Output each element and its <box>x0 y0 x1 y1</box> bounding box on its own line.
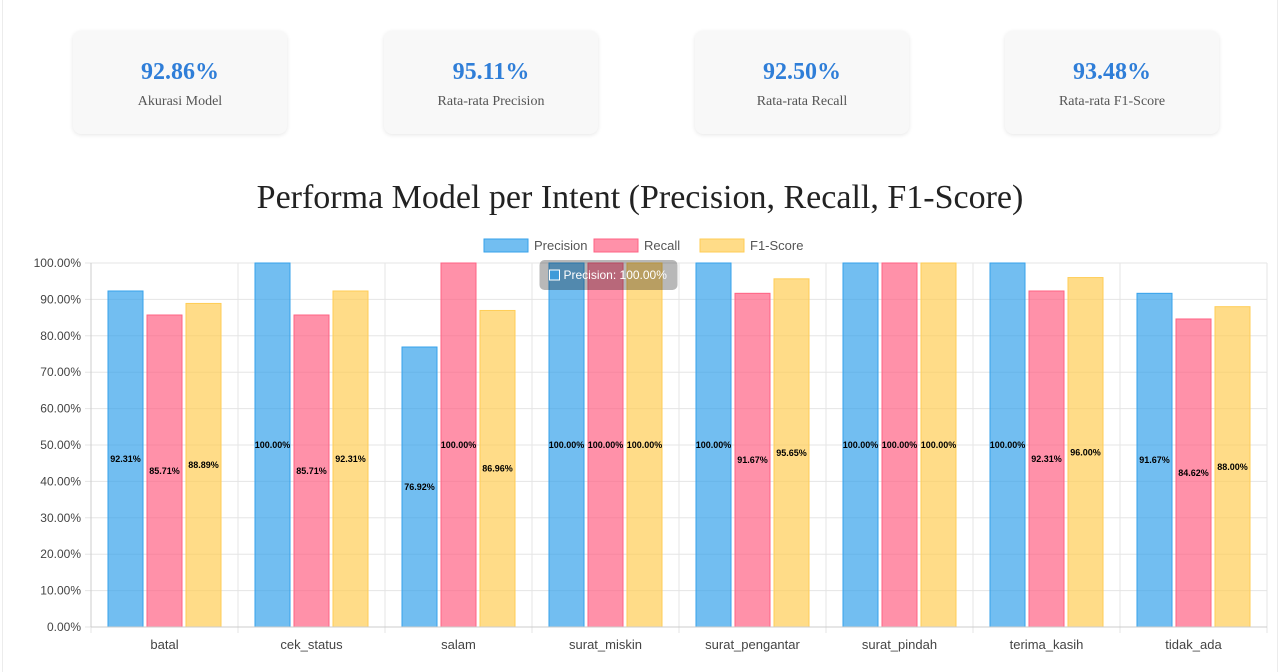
recall-label: Rata-rata Recall <box>756 94 848 109</box>
x-tick-label: batal <box>150 637 178 652</box>
accuracy-label: Akurasi Model <box>137 94 223 109</box>
legend-label-recall[interactable]: Recall <box>644 238 680 253</box>
x-tick-label: cek_status <box>280 637 343 652</box>
precision-label: Rata-rata Precision <box>437 94 545 109</box>
tooltip-swatch <box>549 269 560 281</box>
y-tick-label: 90.00% <box>40 292 81 306</box>
recall-value: 92.50% <box>763 59 841 85</box>
precision-card: 95.11% Rata-rata Precision <box>384 31 598 134</box>
data-label: 86.96% <box>482 464 513 474</box>
legend-swatch-f1-score[interactable] <box>699 238 745 253</box>
data-label: 88.00% <box>1217 462 1248 472</box>
data-label: 92.31% <box>335 454 366 464</box>
bar-recall-cek-status[interactable] <box>293 314 330 628</box>
y-tick-label: 60.00% <box>40 402 81 416</box>
data-label: 100.00% <box>882 440 918 450</box>
bar-recall-surat-pindah[interactable] <box>881 262 918 628</box>
bar-recall-surat-pengantar[interactable] <box>734 292 771 628</box>
x-tick-label: tidak_ada <box>1165 637 1222 652</box>
bar-recall-batal[interactable] <box>146 314 183 628</box>
data-label: 91.67% <box>1139 455 1170 465</box>
bar-precision-tidak-ada[interactable] <box>1136 292 1173 628</box>
y-tick-label: 20.00% <box>40 547 81 561</box>
bar-f1-score-cek-status[interactable] <box>332 290 369 628</box>
y-tick-label: 10.00% <box>40 584 81 598</box>
bar-f1-score-tidak-ada[interactable] <box>1214 306 1251 628</box>
bar-recall-surat-miskin[interactable] <box>587 262 624 628</box>
y-tick-label: 100.00% <box>34 256 82 270</box>
data-label: 85.71% <box>149 466 180 476</box>
data-label: 95.65% <box>776 448 807 458</box>
data-label: 88.89% <box>188 460 219 470</box>
precision-value: 95.11% <box>452 59 530 85</box>
data-label: 100.00% <box>441 440 477 450</box>
data-label: 92.31% <box>110 454 141 464</box>
x-tick-label: surat_pindah <box>862 637 937 652</box>
f1-score-card: 93.48% Rata-rata F1-Score <box>1005 31 1219 134</box>
bar-f1-score-salam[interactable] <box>479 309 516 628</box>
data-label: 100.00% <box>990 440 1026 450</box>
legend-swatch-recall[interactable] <box>593 238 639 253</box>
chart-title: Performa Model per Intent (Precision, Re… <box>256 179 1024 216</box>
bar-f1-score-surat-miskin[interactable] <box>626 262 663 628</box>
y-tick-label: 0.00% <box>47 620 81 634</box>
data-label: 76.92% <box>404 482 435 492</box>
bar-recall-tidak-ada[interactable] <box>1175 318 1212 628</box>
data-label: 96.00% <box>1070 447 1101 457</box>
y-tick-label: 30.00% <box>40 511 81 525</box>
data-label: 100.00% <box>627 440 663 450</box>
legend-swatch-precision[interactable] <box>483 238 529 253</box>
f1-score-label: Rata-rata F1-Score <box>1058 94 1166 109</box>
bar-precision-terima-kasih[interactable] <box>989 262 1026 628</box>
bar-recall-terima-kasih[interactable] <box>1028 290 1065 628</box>
bar-precision-surat-pengantar[interactable] <box>695 262 732 628</box>
data-label: 85.71% <box>296 466 327 476</box>
data-label: 92.31% <box>1031 454 1062 464</box>
y-tick-label: 40.00% <box>40 474 81 488</box>
x-tick-label: surat_pengantar <box>705 637 800 652</box>
bar-f1-score-terima-kasih[interactable] <box>1067 277 1104 628</box>
bar-f1-score-surat-pengantar[interactable] <box>773 278 810 628</box>
tooltip-text: Precision: 100.00% <box>564 268 668 282</box>
accuracy-value: 92.86% <box>141 59 219 85</box>
data-label: 100.00% <box>549 440 585 450</box>
data-label: 100.00% <box>588 440 624 450</box>
tooltip-box <box>539 260 678 290</box>
intent-performance-chart[interactable]: 0.00% 10.00% 20.00% 30.00% 40.00% 50.00% 60.00… <box>0 232 1280 672</box>
x-tick-label: surat_miskin <box>569 637 642 652</box>
legend-label-precision[interactable]: Precision <box>534 238 587 253</box>
legend-label-f1-score[interactable]: F1-Score <box>750 238 803 253</box>
y-tick-label: 50.00% <box>40 438 81 452</box>
data-label: 84.62% <box>1178 468 1209 478</box>
x-tick-label: salam <box>441 637 476 652</box>
data-label: 100.00% <box>843 440 879 450</box>
y-tick-label: 70.00% <box>40 365 81 379</box>
data-label: 100.00% <box>255 440 291 450</box>
accuracy-card: 92.86% Akurasi Model <box>73 31 287 134</box>
data-label: 91.67% <box>737 455 768 465</box>
data-label: 100.00% <box>696 440 732 450</box>
y-tick-label: 80.00% <box>40 329 81 343</box>
bar-precision-batal[interactable] <box>107 290 144 628</box>
f1-score-value: 93.48% <box>1073 59 1151 85</box>
bar-precision-surat-pindah[interactable] <box>842 262 879 628</box>
x-tick-label: terima_kasih <box>1010 637 1084 652</box>
data-label: 100.00% <box>921 440 957 450</box>
bar-f1-score-surat-pindah[interactable] <box>920 262 957 628</box>
recall-card: 92.50% Rata-rata Recall <box>695 31 909 134</box>
